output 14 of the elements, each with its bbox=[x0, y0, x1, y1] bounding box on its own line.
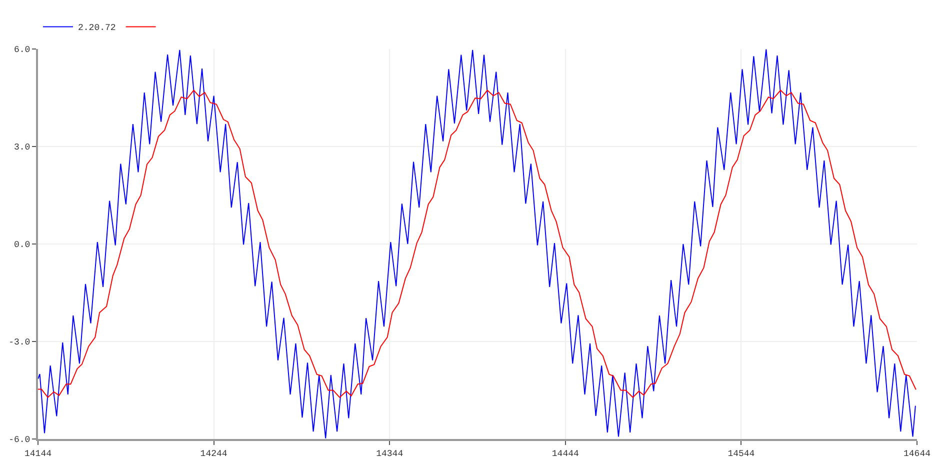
x-tick-label: 14444 bbox=[552, 448, 579, 459]
y-tick-label: 3.0 bbox=[14, 142, 30, 153]
legend-label: 2.20.72 bbox=[78, 23, 116, 34]
y-tick-label: -6.0 bbox=[8, 435, 30, 446]
y-tick-label: -3.0 bbox=[8, 338, 30, 348]
x-tick-label: 14144 bbox=[24, 448, 52, 459]
x-tick-label: 14344 bbox=[376, 448, 404, 459]
x-tick-label: 14544 bbox=[728, 448, 755, 459]
x-tick-label: 14644 bbox=[903, 448, 931, 459]
y-tick-label: 0.0 bbox=[14, 240, 30, 250]
line-series bbox=[38, 49, 916, 439]
x-tick-label: 14244 bbox=[200, 448, 228, 459]
line-series bbox=[38, 90, 916, 398]
y-tick-label: 6.0 bbox=[14, 45, 30, 56]
